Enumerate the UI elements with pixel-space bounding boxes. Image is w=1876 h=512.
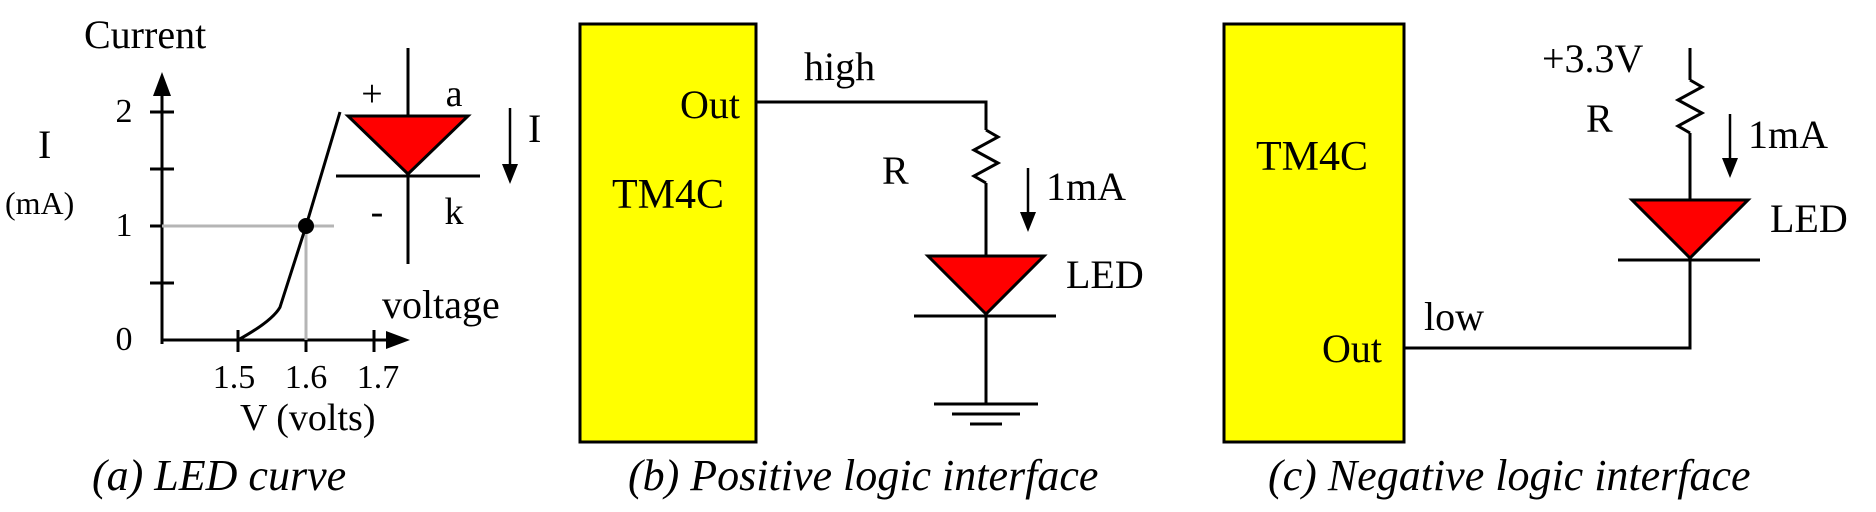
- diode-triangle: [344, 114, 472, 177]
- y-axis-title: Current: [84, 12, 206, 57]
- caption-a: (a) LED curve: [92, 451, 346, 500]
- tm4c-chip-b: [578, 22, 758, 444]
- led-icon-b: [924, 254, 1048, 317]
- x-axis-label: V (volts): [240, 397, 375, 439]
- out-pin-label-c: Out: [1322, 326, 1382, 371]
- caption-c: (c) Negative logic interface: [1268, 451, 1751, 500]
- anode-label: a: [446, 73, 463, 115]
- operating-point-marker: [298, 218, 314, 234]
- resistor-label-b: R: [882, 148, 909, 193]
- x-tick-label: 1.7: [357, 359, 400, 396]
- diode-symbol: + a - k I: [336, 48, 541, 264]
- led-iv-chart: 2 1 0 1.5 1.6 1.7: [116, 72, 410, 396]
- x-axis-arrowhead: [386, 331, 410, 349]
- current-label-b: 1mA: [1046, 164, 1126, 209]
- panel-c: TM4C Out low +3.3V R 1mA LED (c) Negativ…: [1222, 22, 1848, 500]
- out-pin-label-b: Out: [680, 82, 740, 127]
- current-arrowhead-icon: [502, 164, 518, 184]
- x-tick-label: 1.5: [213, 359, 256, 396]
- tm4c-chip-c: [1222, 22, 1406, 444]
- led-label-b: LED: [1066, 252, 1144, 297]
- y-axis-arrowhead: [153, 72, 171, 96]
- panel-b: TM4C Out high R 1mA LED (b) Positive log…: [578, 22, 1144, 500]
- y-axis-label: I: [38, 122, 51, 167]
- output-wire-c: [1404, 260, 1692, 350]
- supply-label-c: +3.3V: [1542, 36, 1644, 81]
- current-label-c: 1mA: [1748, 112, 1828, 157]
- x-tick-label: 1.6: [285, 359, 328, 396]
- x-axis-title: voltage: [382, 282, 500, 327]
- current-arrowhead-icon-c: [1722, 158, 1738, 178]
- led-label-c: LED: [1770, 196, 1848, 241]
- cathode-polarity: -: [371, 191, 384, 233]
- resistor-icon-c: [1674, 78, 1706, 135]
- logic-level-label-b: high: [804, 44, 875, 89]
- anode-polarity: +: [361, 73, 382, 115]
- y-tick-label: 0: [116, 321, 133, 358]
- led-iv-curve: [237, 111, 342, 342]
- led-icon-c: [1628, 198, 1752, 261]
- resistor-label-c: R: [1586, 96, 1613, 141]
- current-label: I: [528, 106, 541, 151]
- output-wire-b: [756, 100, 988, 130]
- cathode-label: k: [445, 191, 464, 233]
- chip-label-c: TM4C: [1256, 134, 1368, 180]
- y-axis-unit: (mA): [5, 185, 74, 221]
- current-arrowhead-icon-b: [1020, 212, 1036, 232]
- logic-level-label-c: low: [1424, 294, 1484, 339]
- y-tick-label: 2: [116, 93, 133, 130]
- resistor-icon-b: [970, 128, 1002, 185]
- caption-b: (b) Positive logic interface: [628, 451, 1098, 500]
- y-tick-label: 1: [116, 207, 133, 244]
- chip-label-b: TM4C: [612, 172, 724, 218]
- panel-a: Current I (mA) 2 1 0 1.5: [5, 12, 541, 500]
